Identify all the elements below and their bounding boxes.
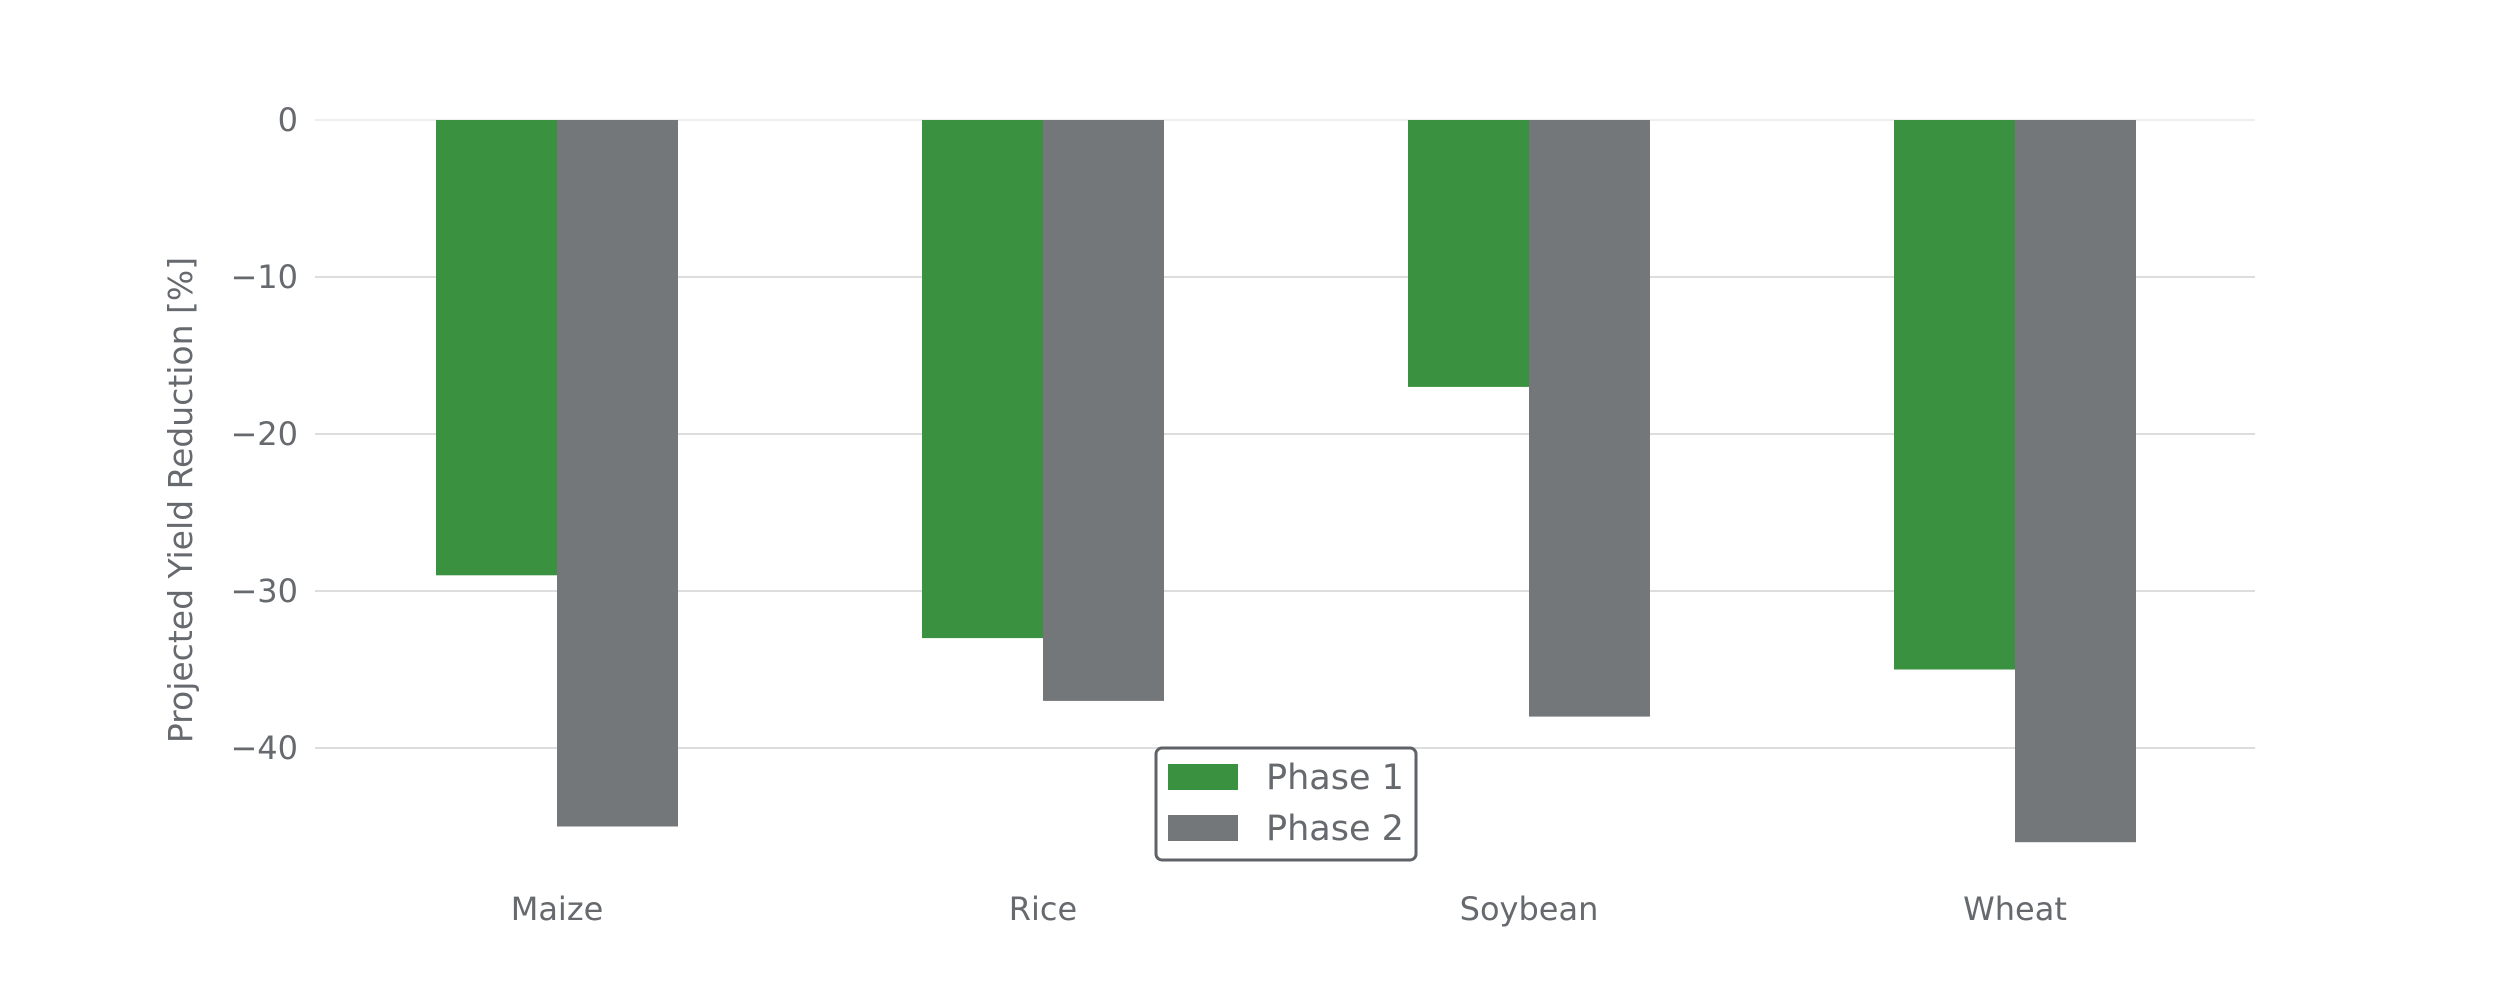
bar-soybean-phase-1	[1408, 120, 1529, 387]
y-tick-label: −20	[230, 415, 298, 453]
y-tick-label: 0	[278, 101, 298, 139]
x-tick-labels: Maize Rice Soybean Wheat	[511, 890, 2067, 928]
y-axis-label: Projected Yield Reduction [%]	[161, 257, 200, 743]
y-tick-label: −10	[230, 258, 298, 296]
bar-wheat-phase-2	[2015, 120, 2136, 843]
bars	[436, 120, 2136, 843]
bar-soybean-phase-2	[1529, 120, 1650, 717]
legend-swatch-phase-1	[1168, 764, 1238, 790]
bar-rice-phase-1	[922, 120, 1043, 639]
bar-wheat-phase-1	[1894, 120, 2015, 670]
legend-label-phase-1: Phase 1	[1266, 758, 1404, 798]
x-tick-label: Rice	[1009, 890, 1077, 928]
bar-rice-phase-2	[1043, 120, 1164, 701]
bar-maize-phase-1	[436, 120, 557, 576]
x-tick-label: Wheat	[1963, 890, 2067, 928]
y-tick-labels: 0 −10 −20 −30 −40	[230, 101, 298, 767]
legend-swatch-phase-2	[1168, 815, 1238, 841]
bar-maize-phase-2	[557, 120, 678, 827]
legend: Phase 1 Phase 2	[1154, 746, 1418, 862]
y-tick-label: −40	[230, 729, 298, 767]
y-tick-label: −30	[230, 572, 298, 610]
x-tick-label: Maize	[511, 890, 604, 928]
legend-label-phase-2: Phase 2	[1266, 809, 1404, 849]
x-tick-label: Soybean	[1460, 890, 1599, 928]
